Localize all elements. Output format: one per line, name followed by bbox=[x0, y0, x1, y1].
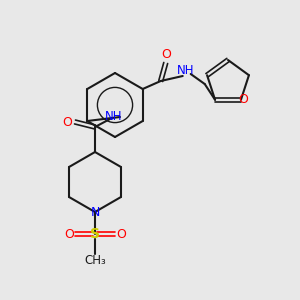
Text: O: O bbox=[161, 47, 171, 61]
Text: NH: NH bbox=[177, 64, 194, 77]
Text: O: O bbox=[116, 227, 126, 241]
Text: N: N bbox=[90, 206, 100, 218]
Text: O: O bbox=[64, 227, 74, 241]
Text: NH: NH bbox=[105, 110, 123, 124]
Text: CH₃: CH₃ bbox=[84, 254, 106, 268]
Text: O: O bbox=[62, 116, 72, 128]
Text: O: O bbox=[238, 93, 248, 106]
Text: S: S bbox=[90, 227, 100, 241]
